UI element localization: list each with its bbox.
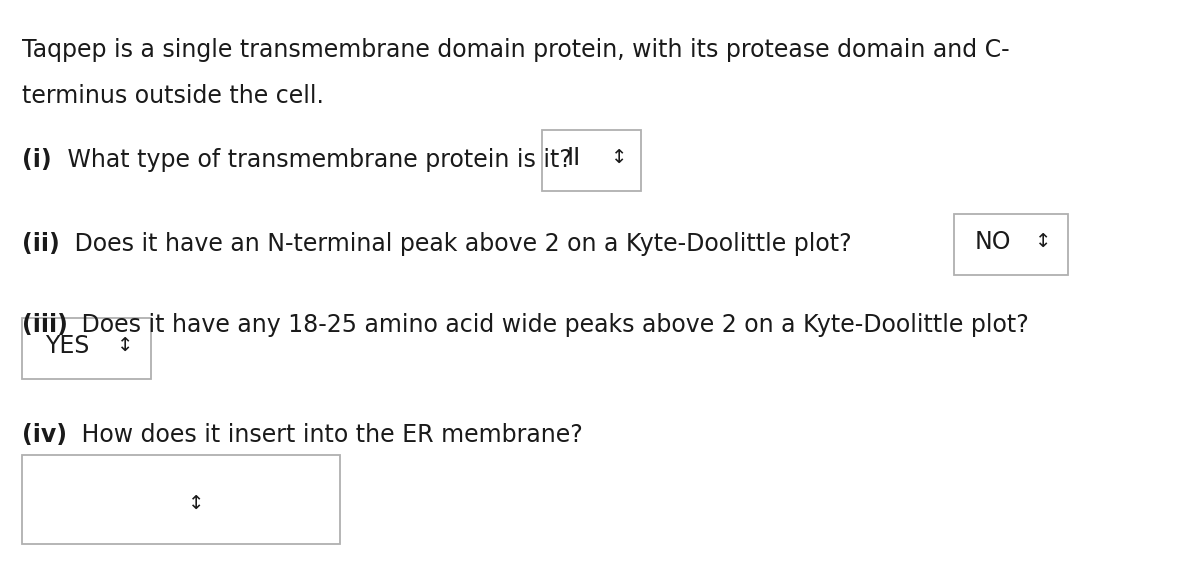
- Text: ↕: ↕: [1034, 232, 1051, 251]
- Text: NO: NO: [974, 230, 1012, 254]
- Text: ↕: ↕: [188, 494, 205, 514]
- Text: terminus outside the cell.: terminus outside the cell.: [22, 84, 324, 108]
- Text: Does it have an N-terminal peak above 2 on a Kyte-Doolittle plot?: Does it have an N-terminal peak above 2 …: [67, 232, 852, 255]
- Text: ↕: ↕: [118, 336, 133, 356]
- Text: (iv): (iv): [22, 423, 67, 446]
- Text: YES: YES: [44, 334, 89, 358]
- Text: II: II: [566, 146, 581, 170]
- Text: ↕: ↕: [611, 148, 628, 167]
- Text: Taqpep is a single transmembrane domain protein, with its protease domain and C-: Taqpep is a single transmembrane domain …: [22, 38, 1009, 61]
- Text: How does it insert into the ER membrane?: How does it insert into the ER membrane?: [74, 423, 583, 446]
- Text: (iii): (iii): [22, 313, 67, 336]
- Text: (i): (i): [22, 148, 52, 171]
- Text: What type of transmembrane protein is it?: What type of transmembrane protein is it…: [60, 148, 572, 171]
- Text: Does it have any 18-25 amino acid wide peaks above 2 on a Kyte-Doolittle plot?: Does it have any 18-25 amino acid wide p…: [74, 313, 1030, 336]
- Text: (ii): (ii): [22, 232, 59, 255]
